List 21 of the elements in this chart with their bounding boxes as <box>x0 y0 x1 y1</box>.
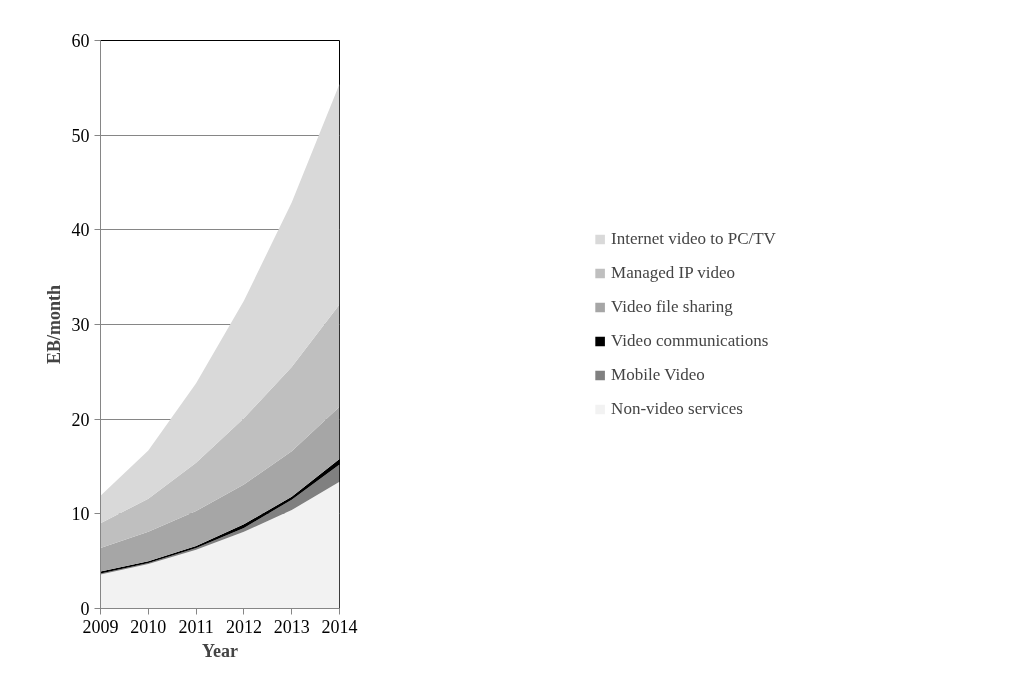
y-tick-label: 10 <box>71 504 90 525</box>
legend-label: Mobile Video <box>611 365 705 385</box>
legend-label: Managed IP video <box>611 263 736 283</box>
y-tick-label: 30 <box>71 315 90 335</box>
y-axis-title: EB/month <box>43 284 64 365</box>
x-tick-label: 2010 <box>130 616 167 637</box>
legend-label: Video communications <box>611 331 769 351</box>
legend-label: Internet video to PC/TV <box>611 229 776 249</box>
x-tick-label: 2012 <box>225 616 262 637</box>
x-tick-label: 2009 <box>82 616 119 637</box>
legend-label: Non-video services <box>611 399 743 419</box>
y-tick-label: 20 <box>71 409 90 430</box>
x-tick-label: 2011 <box>178 616 214 637</box>
y-tick-label: 50 <box>71 125 90 146</box>
x-tick-label: 2014 <box>321 616 358 637</box>
x-axis-title: Year <box>202 640 238 661</box>
legend-label: Video file sharing <box>611 297 733 317</box>
y-tick-label: 0 <box>80 599 90 619</box>
x-tick-label: 2013 <box>273 616 310 637</box>
y-tick-label: 40 <box>71 220 90 241</box>
y-tick-label: 60 <box>71 31 90 51</box>
